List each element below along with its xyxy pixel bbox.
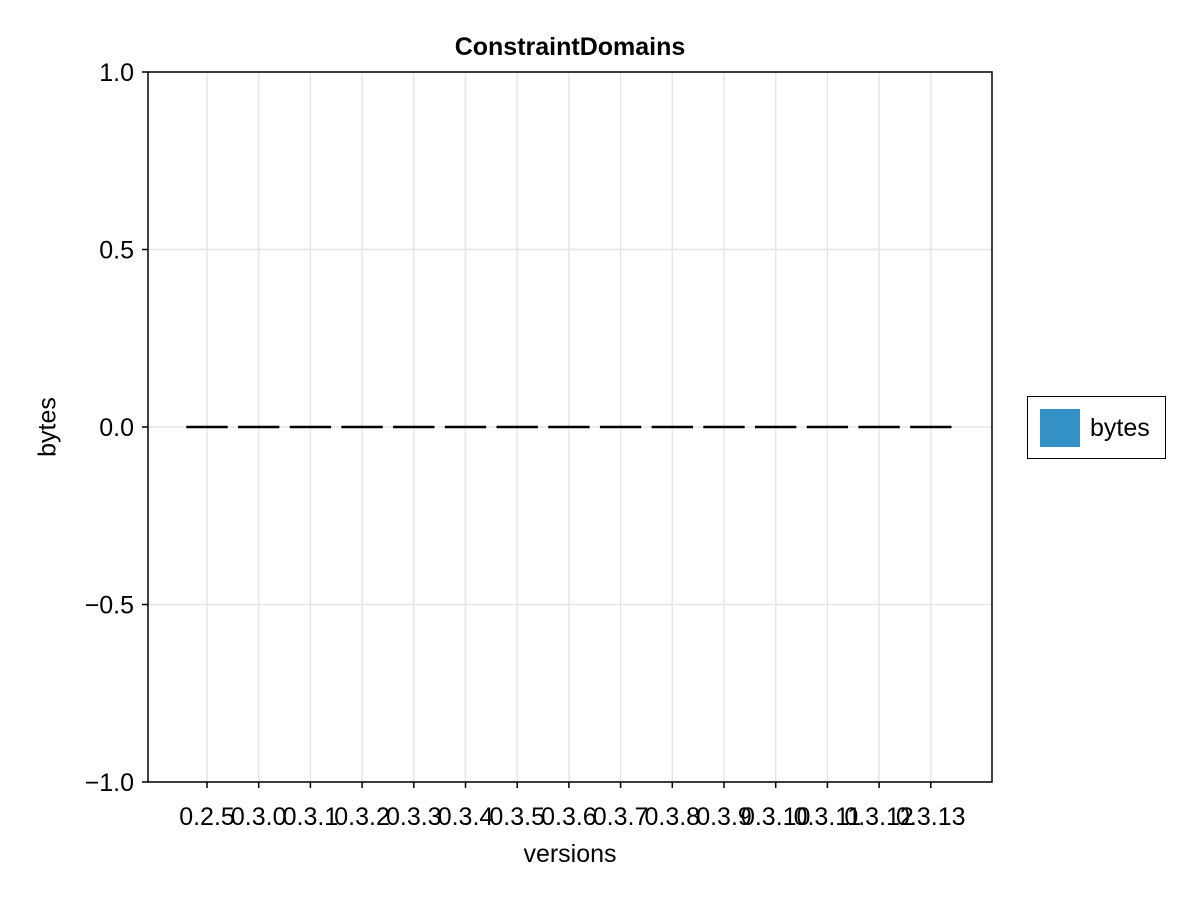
y-axis-label: bytes [33, 397, 62, 457]
x-tick-label: 0.3.0 [231, 803, 287, 831]
x-tick-label: 0.3.9 [696, 803, 752, 831]
x-tick-label: 0.2.5 [179, 803, 235, 831]
x-tick-label: 0.3.11 [794, 803, 862, 831]
x-tick-label: 0.3.1 [283, 803, 339, 831]
legend-label-bytes: bytes [1090, 414, 1150, 442]
x-tick-label: 0.3.10 [741, 803, 811, 831]
x-tick-label: 0.3.7 [593, 803, 649, 831]
tick-labels: −1.0−0.50.00.51.00.2.50.3.00.3.10.3.20.3… [85, 59, 966, 831]
x-tick-label: 0.3.8 [644, 803, 700, 831]
x-tick-label: 0.3.4 [438, 803, 494, 831]
y-tick-label: 0.0 [99, 414, 134, 442]
chart-title: ConstraintDomains [454, 33, 686, 61]
x-tick-label: 0.3.5 [489, 803, 545, 831]
x-axis-label: versions [523, 840, 617, 868]
y-tick-label: 0.5 [99, 237, 134, 265]
x-tick-label: 0.3.13 [896, 803, 966, 831]
y-tick-label: −0.5 [85, 592, 134, 620]
legend-swatch-bytes [1040, 409, 1080, 447]
x-tick-label: 0.3.2 [334, 803, 390, 831]
legend: bytes [1027, 396, 1166, 459]
axes [142, 71, 993, 788]
x-tick-label: 0.3.6 [541, 803, 597, 831]
x-tick-label: 0.3.12 [844, 803, 914, 831]
y-tick-label: 1.0 [99, 59, 134, 87]
x-tick-label: 0.3.3 [386, 803, 442, 831]
y-tick-label: −1.0 [85, 769, 134, 797]
